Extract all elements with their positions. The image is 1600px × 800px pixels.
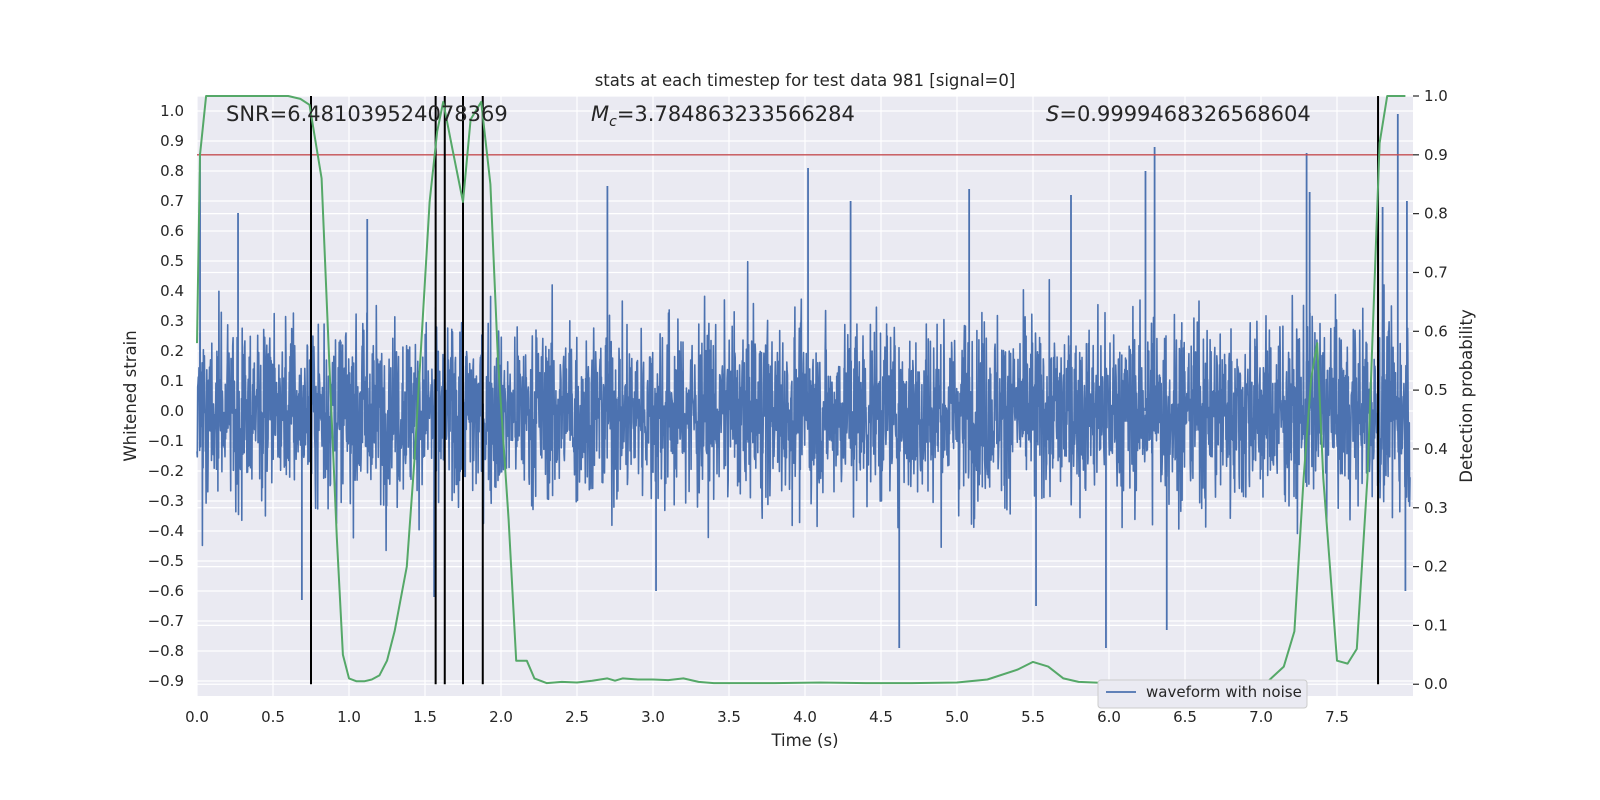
x-axis-label: Time (s)	[770, 731, 838, 750]
probability-series	[196, 95, 1406, 685]
y2-tick-label: 0.1	[1424, 616, 1448, 634]
y-tick-label: 0.9	[160, 132, 184, 150]
y2-tick-label: 0.5	[1424, 381, 1448, 399]
y2-tick-label: 0.6	[1424, 322, 1448, 340]
x-tick-label: 3.0	[641, 708, 665, 726]
y-tick-label: 0.3	[160, 312, 184, 330]
x-tick-label: 6.5	[1173, 708, 1197, 726]
y-tick-label: −0.9	[148, 672, 184, 690]
x-tick-label: 7.5	[1325, 708, 1349, 726]
x-tick-label: 4.0	[793, 708, 817, 726]
chirp-mass-annotation: Mc=3.784863233566284	[591, 102, 855, 130]
chirp-mass-value: =3.784863233566284	[617, 102, 855, 126]
x-tick-label: 2.0	[489, 708, 513, 726]
y-axis-label: Whitened strain	[121, 330, 140, 461]
legend-label: waveform with noise	[1146, 683, 1302, 701]
chirp-mass-symbol: M	[591, 102, 609, 126]
snr-annotation: SNR=6.481039524078369	[226, 102, 508, 126]
y2-tick-label: 0.4	[1424, 440, 1448, 458]
y2-axis-label: Detection probability	[1457, 309, 1476, 483]
y2-tick-label: 0.0	[1424, 675, 1448, 693]
x-tick-label: 3.5	[717, 708, 741, 726]
legend: waveform with noise	[1097, 679, 1308, 709]
chirp-mass-subscript: c	[609, 114, 617, 130]
y-tick-label: 0.6	[160, 222, 184, 240]
x-tick-label: 0.5	[261, 708, 285, 726]
score-value: =0.9999468326568604	[1059, 102, 1310, 126]
y-tick-label: −0.7	[148, 612, 184, 630]
x-tick-label: 6.0	[1097, 708, 1121, 726]
x-tick-label: 7.0	[1249, 708, 1273, 726]
y-tick-label: −0.3	[148, 492, 184, 510]
y-tick-label: 0.8	[160, 162, 184, 180]
y-tick-label: −0.2	[148, 462, 184, 480]
y2-tick-label: 0.2	[1424, 558, 1448, 576]
y-tick-label: 0.4	[160, 282, 184, 300]
y2-tick-label: 0.8	[1424, 205, 1448, 223]
y-tick-label: −0.8	[148, 642, 184, 660]
y2-tick-label: 0.9	[1424, 146, 1448, 164]
y-tick-label: 0.2	[160, 342, 184, 360]
x-tick-label: 1.5	[413, 708, 437, 726]
y-tick-label: 0.7	[160, 192, 184, 210]
probability-line	[196, 95, 1406, 685]
y-tick-label: −0.6	[148, 582, 184, 600]
y2-tick-label: 1.0	[1424, 87, 1448, 105]
x-tick-label: 5.5	[1021, 708, 1045, 726]
y-tick-label: 0.1	[160, 372, 184, 390]
x-tick-label: 2.5	[565, 708, 589, 726]
x-tick-label: 0.0	[185, 708, 209, 726]
waveform-line	[196, 260, 1411, 552]
legend-box	[1097, 679, 1308, 709]
waveform-series	[196, 114, 1411, 648]
y-tick-label: −0.1	[148, 432, 184, 450]
score-symbol: S	[1046, 102, 1059, 126]
y-tick-label: 1.0	[160, 102, 184, 120]
x-tick-label: 1.0	[337, 708, 361, 726]
y2-tick-label: 0.3	[1424, 499, 1448, 517]
x-tick-label: 4.5	[869, 708, 893, 726]
y-tick-label: −0.5	[148, 552, 184, 570]
ticks: 0.0 0.5 1.0 1.5 2.0 2.5 3.0 3.5 4.0 4.5 5.0 5.5 6.0 6…	[148, 87, 1448, 726]
y-tick-label: 0.5	[160, 252, 184, 270]
score-annotation: S=0.9999468326568604	[1046, 102, 1311, 126]
y-tick-label: −0.4	[148, 522, 184, 540]
x-tick-label: 5.0	[945, 708, 969, 726]
y-tick-label: 0.0	[160, 402, 184, 420]
chart-title: stats at each timestep for test data 981…	[595, 71, 1016, 90]
y2-tick-label: 0.7	[1424, 263, 1448, 281]
